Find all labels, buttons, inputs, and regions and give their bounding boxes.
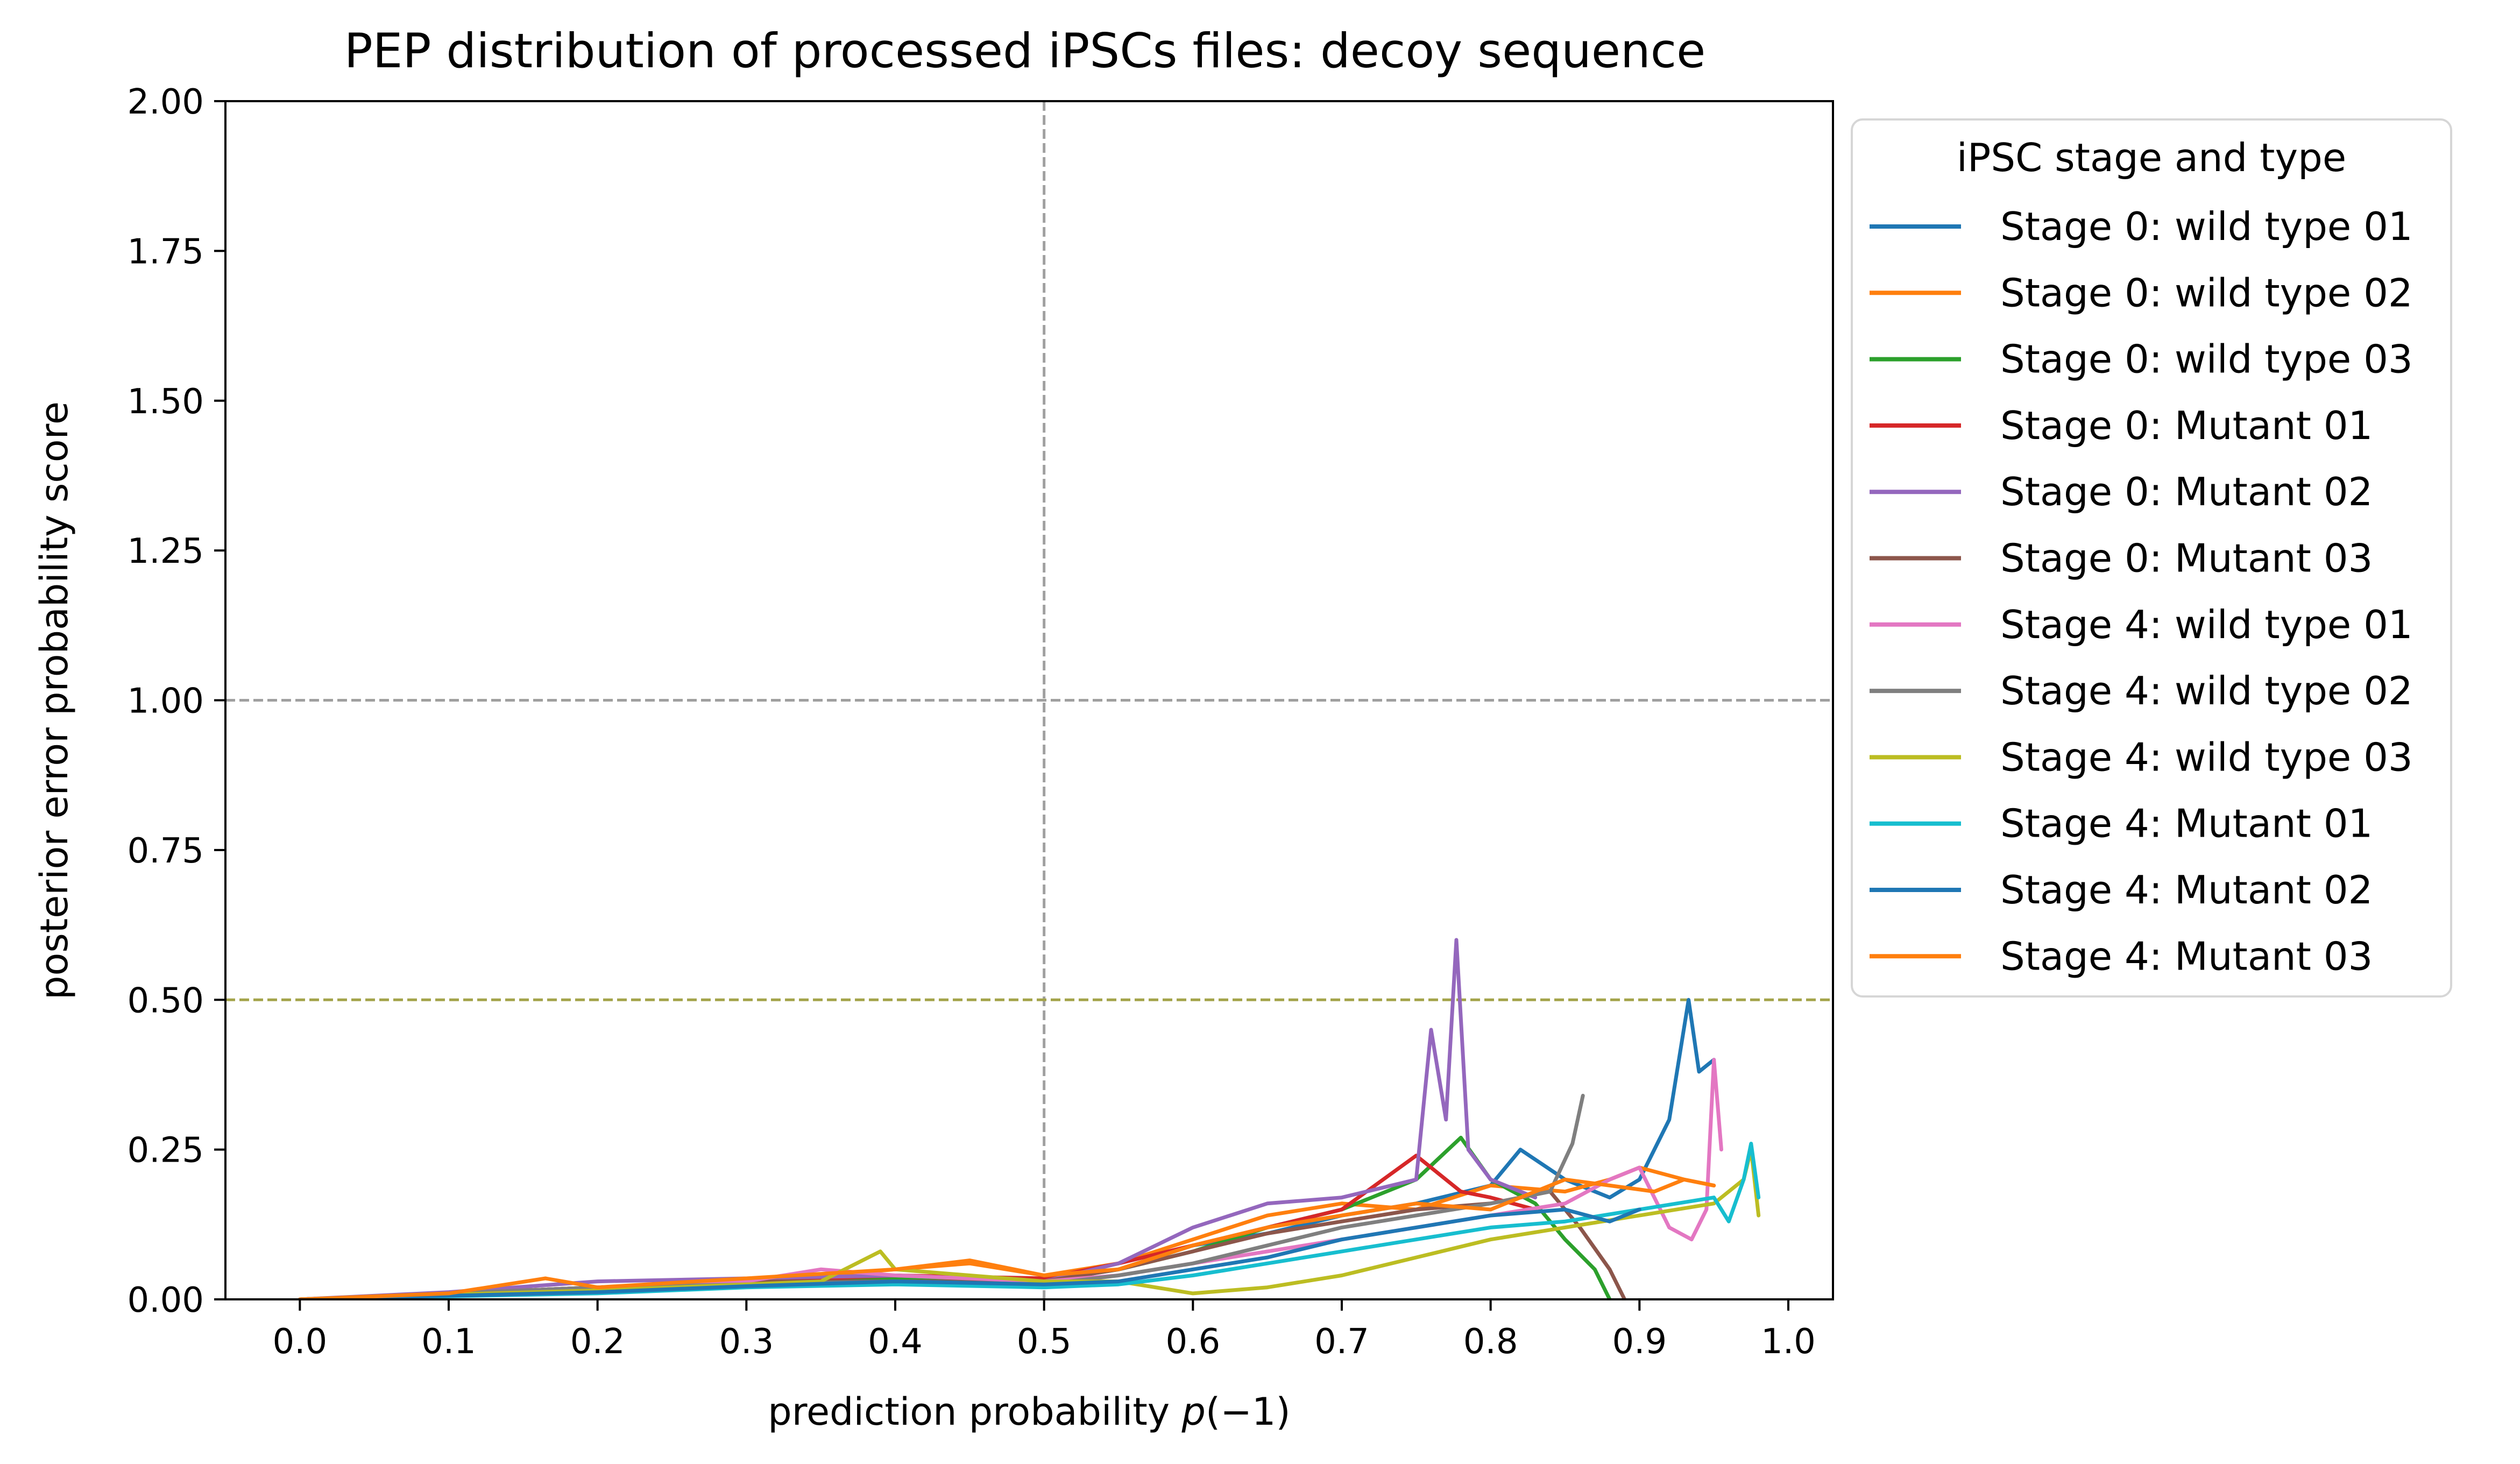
series-line-11: [298, 1207, 1641, 1299]
x-tick-label: 0.5: [1017, 1322, 1072, 1362]
series-line-12: [298, 1177, 1716, 1299]
legend-box: [1851, 118, 2452, 998]
y-tick-label: 2.00: [128, 82, 204, 122]
legend-label: Stage 0: Mutant 02: [2000, 469, 2373, 514]
x-tick-label: 0.2: [570, 1322, 625, 1362]
x-tick-label: 0.8: [1463, 1322, 1518, 1362]
x-tick-label: 0.0: [272, 1322, 327, 1362]
legend-label: Stage 4: wild type 03: [2000, 734, 2413, 780]
y-tick-label: 1.25: [128, 532, 204, 571]
reference-lines: [225, 101, 1833, 1299]
series-line-8: [298, 1093, 1585, 1299]
y-tick-label: 1.75: [128, 232, 204, 272]
x-axis-label-text: prediction probability: [768, 1390, 1181, 1434]
legend-label: Stage 4: wild type 01: [2000, 602, 2413, 647]
series-line-9: [298, 1148, 1761, 1299]
x-tick-label: 0.6: [1165, 1322, 1220, 1362]
legend-label: Stage 0: Mutant 01: [2000, 403, 2373, 448]
legend-label: Stage 0: Mutant 03: [2000, 536, 2373, 581]
series-line-5: [298, 938, 1538, 1299]
x-axis: 0.0 0.1 0.2 0.3 0.4 0.5 0.6 0.7 0.8 0.9 1.0: [272, 1299, 1816, 1362]
series-line-1: [298, 998, 1716, 1299]
x-tick-label: 0.3: [719, 1322, 774, 1362]
y-axis-label: posterior error probability score: [32, 401, 76, 1000]
legend-title: iPSC stage and type: [1957, 135, 2346, 180]
x-tick-label: 1.0: [1761, 1322, 1816, 1362]
legend: iPSC stage and type Stage 0: wild type 0…: [1851, 118, 2452, 998]
y-tick-label: 0.00: [128, 1281, 204, 1320]
y-tick-label: 0.25: [128, 1131, 204, 1171]
legend-label: Stage 0: wild type 03: [2000, 337, 2413, 382]
legend-label: Stage 4: Mutant 02: [2000, 867, 2373, 913]
legend-entries: Stage 0: wild type 01 Stage 0: wild type …: [1870, 204, 2413, 979]
x-axis-label-variable: p: [1181, 1390, 1205, 1434]
legend-label: Stage 4: Mutant 01: [2000, 801, 2373, 846]
x-tick-label: 0.9: [1612, 1322, 1667, 1362]
legend-label: Stage 0: wild type 02: [2000, 270, 2413, 315]
x-tick-label: 0.4: [868, 1322, 923, 1362]
legend-label: Stage 0: wild type 01: [2000, 204, 2413, 249]
y-tick-label: 1.50: [128, 382, 204, 422]
x-tick-label: 0.7: [1314, 1322, 1369, 1362]
series-line-10: [298, 1142, 1761, 1299]
y-tick-label: 0.75: [128, 831, 204, 871]
x-axis-label: prediction probability p(−1): [768, 1390, 1290, 1434]
y-tick-label: 1.00: [128, 682, 204, 722]
legend-label: Stage 4: wild type 02: [2000, 668, 2413, 713]
y-tick-label: 0.50: [128, 981, 204, 1021]
x-axis-label-suffix: (−1): [1206, 1390, 1291, 1434]
legend-label: Stage 4: Mutant 03: [2000, 933, 2373, 979]
series-line-7: [298, 1058, 1723, 1299]
chart-title: PEP distribution of processed iPSCs file…: [344, 23, 1706, 79]
series-lines: [298, 938, 1761, 1299]
y-axis: 0.00 0.25 0.50 0.75 1.00 1.25 1.50 1.75 2.00: [128, 82, 225, 1320]
x-tick-label: 0.1: [421, 1322, 476, 1362]
